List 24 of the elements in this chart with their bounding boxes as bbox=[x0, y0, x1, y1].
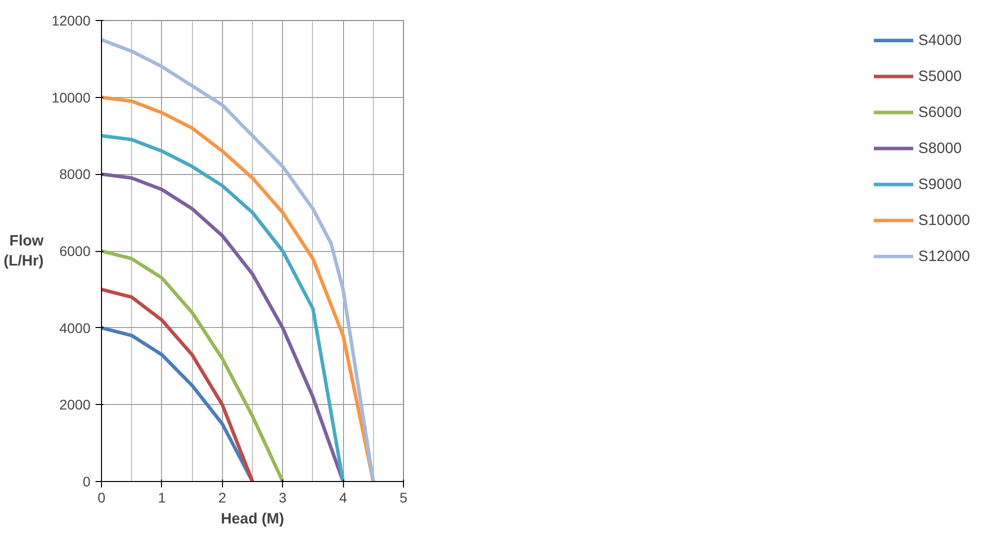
x-tick-label: 3 bbox=[278, 490, 287, 506]
y-tick-label: 4000 bbox=[59, 320, 91, 336]
x-axis-title: Head (M) bbox=[220, 510, 284, 528]
x-tick-label: 0 bbox=[98, 490, 106, 506]
y-tick-label: 6000 bbox=[59, 243, 91, 259]
y-tick-label: 2000 bbox=[59, 396, 91, 413]
line-series bbox=[102, 288, 254, 482]
y-tick-label: 12000 bbox=[52, 12, 91, 28]
x-tick-label: 1 bbox=[158, 490, 166, 506]
x-tick-label: 2 bbox=[218, 490, 226, 506]
y-tick-label: 10000 bbox=[52, 89, 91, 106]
line-series bbox=[102, 249, 284, 482]
legend-label: S12000 bbox=[918, 248, 970, 264]
y-tick-label: 0 bbox=[82, 474, 91, 490]
legend-label: S6000 bbox=[918, 104, 962, 120]
x-tick-label: 4 bbox=[339, 490, 348, 506]
legend-label: S4000 bbox=[918, 32, 962, 48]
legend-label: S8000 bbox=[918, 140, 962, 156]
legend-label: S10000 bbox=[918, 212, 970, 228]
y-tick-label: 8000 bbox=[59, 166, 91, 182]
x-tick-label: 5 bbox=[400, 490, 408, 506]
legend-label: S9000 bbox=[918, 176, 962, 192]
y-axis-title: Flow (L/Hr) bbox=[4, 232, 44, 270]
legend-label: S5000 bbox=[918, 68, 962, 84]
